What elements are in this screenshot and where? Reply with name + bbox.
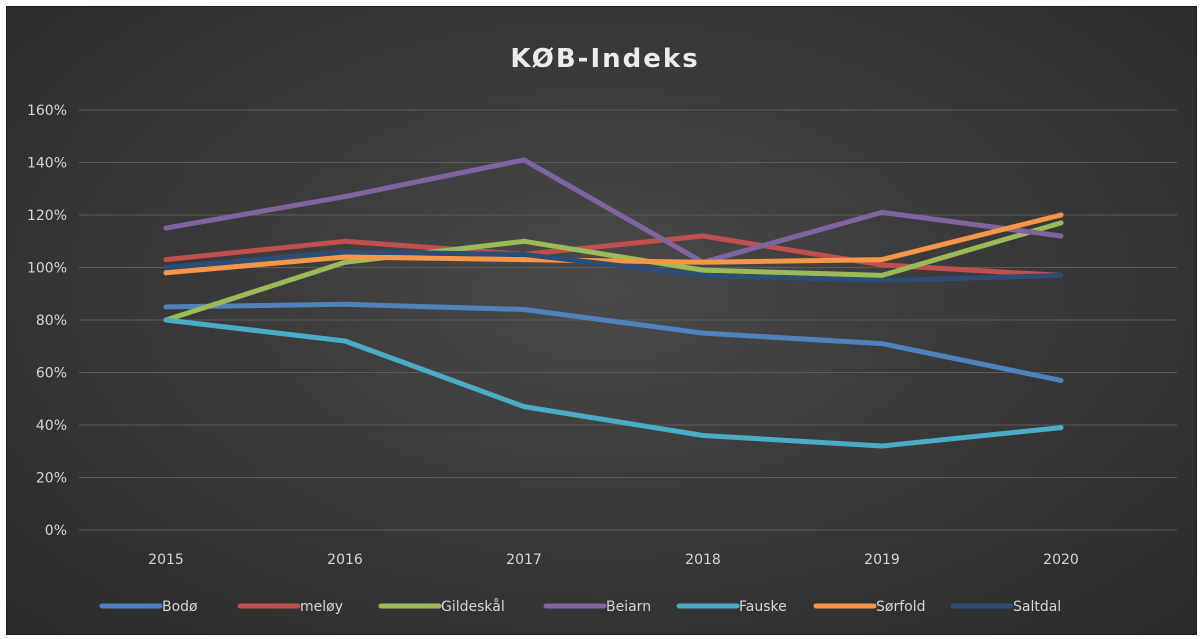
series-line xyxy=(163,157,1064,265)
data-point xyxy=(700,259,706,265)
chart-area: KØB-Indeks 0% 20% 40% 60% 80% 100% 120% 140% 160… xyxy=(6,6,1197,635)
y-tick-label: 20% xyxy=(36,471,67,487)
data-point xyxy=(879,341,885,347)
data-point xyxy=(521,257,527,263)
y-tick-label: 120% xyxy=(27,208,67,224)
x-tick-label: 2017 xyxy=(506,552,542,568)
data-point xyxy=(1058,272,1064,278)
data-point xyxy=(521,404,527,410)
line-chart: KØB-Indeks 0% 20% 40% 60% 80% 100% 120% 140% 160… xyxy=(27,44,1177,615)
series-line xyxy=(163,212,1064,276)
x-tick-label: 2019 xyxy=(864,552,900,568)
data-point xyxy=(163,304,169,310)
data-point xyxy=(163,265,169,270)
legend-label: Gildeskål xyxy=(441,598,505,615)
x-tick-label: 2016 xyxy=(327,552,363,568)
x-axis-ticks: 2015 2016 2017 2018 2019 2020 xyxy=(148,552,1079,568)
legend-label: Sørfold xyxy=(876,599,925,615)
data-point xyxy=(700,233,706,239)
series-line xyxy=(163,249,1064,284)
y-tick-label: 100% xyxy=(27,261,67,277)
data-point xyxy=(342,338,348,344)
data-point xyxy=(1058,212,1064,218)
data-point xyxy=(342,194,348,200)
data-point xyxy=(879,262,885,268)
data-point xyxy=(163,317,169,323)
data-point xyxy=(879,278,885,284)
data-point xyxy=(163,270,169,276)
data-point xyxy=(879,209,885,215)
data-point xyxy=(879,272,885,278)
data-point xyxy=(521,307,527,312)
legend: Bodø meløy Gildeskål Beiarn Fauske Sørfold Sal… xyxy=(99,598,1061,615)
x-tick-label: 2020 xyxy=(1043,552,1079,568)
data-point xyxy=(521,251,527,257)
y-tick-label: 60% xyxy=(36,366,67,382)
data-point xyxy=(163,225,169,231)
x-tick-label: 2018 xyxy=(685,552,721,568)
y-tick-label: 40% xyxy=(36,418,67,434)
data-point xyxy=(879,443,885,449)
data-point xyxy=(521,238,527,244)
data-point xyxy=(1058,377,1064,383)
y-axis-ticks: 0% 20% 40% 60% 80% 100% 120% 140% 160% xyxy=(27,103,67,539)
data-point xyxy=(700,433,706,438)
data-point xyxy=(1058,425,1064,431)
chart-title: KØB-Indeks xyxy=(510,44,699,74)
series-lines xyxy=(163,157,1064,449)
data-point xyxy=(342,254,348,260)
data-point xyxy=(700,272,706,278)
data-point xyxy=(163,257,169,263)
data-point xyxy=(342,238,348,244)
data-point xyxy=(521,157,527,163)
gridlines xyxy=(79,109,1177,531)
data-point xyxy=(700,330,706,336)
series-line xyxy=(163,220,1064,323)
series-line xyxy=(163,301,1064,383)
data-point xyxy=(879,257,885,263)
data-point xyxy=(700,267,706,273)
data-point xyxy=(342,301,348,307)
x-tick-label: 2015 xyxy=(148,552,184,568)
data-point xyxy=(342,259,348,265)
data-point xyxy=(342,249,348,255)
series-line xyxy=(163,317,1064,449)
legend-label: Saltdal xyxy=(1013,599,1061,615)
y-tick-label: 140% xyxy=(27,156,67,172)
data-point xyxy=(1058,233,1064,239)
legend-label: Beiarn xyxy=(606,599,651,615)
data-point xyxy=(1058,220,1064,226)
y-tick-label: 160% xyxy=(27,103,67,119)
legend-label: meløy xyxy=(300,599,343,615)
legend-label: Bodø xyxy=(162,599,198,615)
legend-label: Fauske xyxy=(739,599,787,615)
y-tick-label: 80% xyxy=(36,313,67,329)
y-tick-label: 0% xyxy=(45,523,67,539)
